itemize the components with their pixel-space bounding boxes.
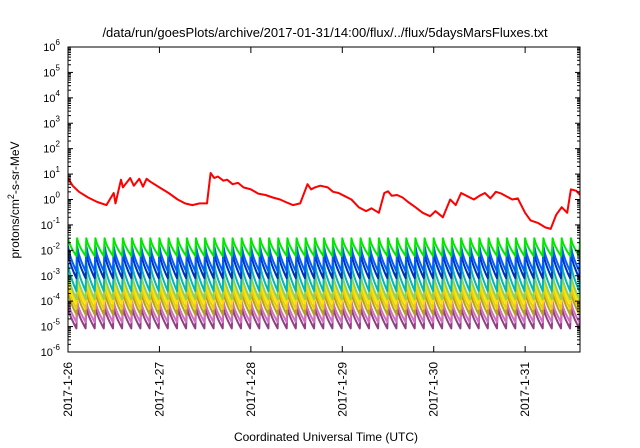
series-layer [68,172,580,330]
y-tick-label: 100 [43,191,60,207]
y-tick-label: 106 [43,38,60,54]
series-line [68,172,580,230]
y-tick-label: 10-1 [41,216,61,232]
series-group [68,172,580,330]
y-tick-label: 10-2 [41,241,61,257]
y-tick-label: 101 [43,165,60,181]
x-axis: 2017-1-26 2017-1-27 2017-1-28 2017-1-29 2017… [61,47,532,417]
y-axis-label: protons/cm2-s-sr-MeV [6,141,22,258]
y-axis-label-prefix: protons/cm [8,199,22,258]
y-tick-label: 102 [43,140,60,156]
y-tick-label: 10-5 [41,318,61,334]
y-axis: 10-6 10-5 10-4 10-3 10-2 10-1 100 101 102 103 104 1… [41,38,580,359]
y-tick-label: 10-6 [41,343,61,359]
x-tick-label: 2017-1-28 [244,362,258,417]
x-axis-label: Coordinated Universal Time (UTC) [234,430,418,444]
x-tick-label: 2017-1-27 [152,362,166,417]
series-line [68,237,580,257]
x-tick-label: 2017-1-30 [427,362,441,417]
y-tick-label: 103 [43,114,60,130]
x-tick-label: 2017-1-26 [61,362,75,417]
y-axis-label-suffix: -s-sr-MeV [8,141,22,194]
y-tick-label: 10-4 [41,292,61,308]
x-tick-label: 2017-1-29 [335,362,349,417]
y-tick-label: 105 [43,63,60,79]
x-tick-label: 2017-1-31 [518,362,532,417]
y-axis-label-sup: 2 [6,194,16,199]
y-tick-label: 10-3 [41,267,61,283]
chart-title: /data/run/goesPlots/archive/2017-01-31/1… [102,25,548,40]
y-tick-label: 104 [43,89,60,105]
